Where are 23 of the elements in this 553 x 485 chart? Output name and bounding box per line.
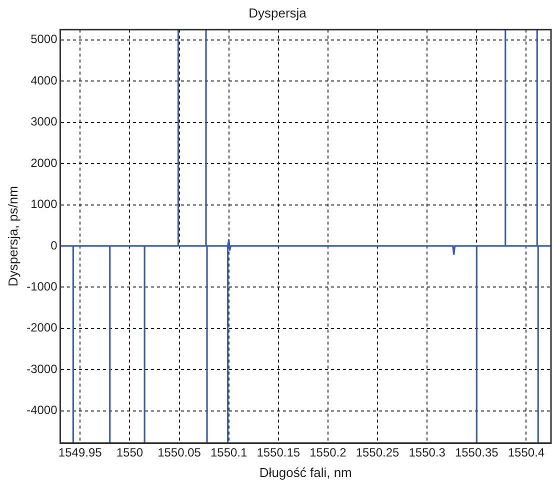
y-tick-label: 5000 [30, 32, 58, 46]
x-tick-label: 1550.05 [158, 446, 202, 460]
y-tick-label: -4000 [26, 403, 58, 418]
chart-title: Dyspersja [248, 5, 308, 20]
y-tick-label: 1000 [30, 197, 58, 212]
y-tick-label: -1000 [26, 280, 58, 294]
x-tick-label: 1549.95 [58, 446, 102, 460]
x-tick-label: 1550.2 [310, 446, 347, 460]
y-tick-label: -2000 [26, 320, 58, 335]
y-tick-label: 4000 [30, 73, 58, 88]
y-tick-label: -3000 [26, 362, 58, 376]
y-tick-label: 0 [50, 238, 58, 252]
x-axis-title: Długość fali, nm [259, 464, 352, 480]
x-tick-label: 1550.1 [210, 446, 248, 460]
x-tick-label: 1550.15 [256, 446, 300, 460]
x-tick-label: 1550.25 [356, 446, 400, 460]
x-tick-label: 1550.4 [508, 446, 545, 460]
x-tick-label: 1550.35 [454, 446, 499, 460]
y-tick-label: 2000 [30, 156, 58, 170]
x-tick-label: 1550 [116, 446, 144, 460]
y-tick-label: 3000 [30, 114, 58, 129]
y-axis-title: Dyspersja, ps/nm [5, 186, 20, 287]
x-tick-label: 1550.3 [408, 446, 446, 460]
